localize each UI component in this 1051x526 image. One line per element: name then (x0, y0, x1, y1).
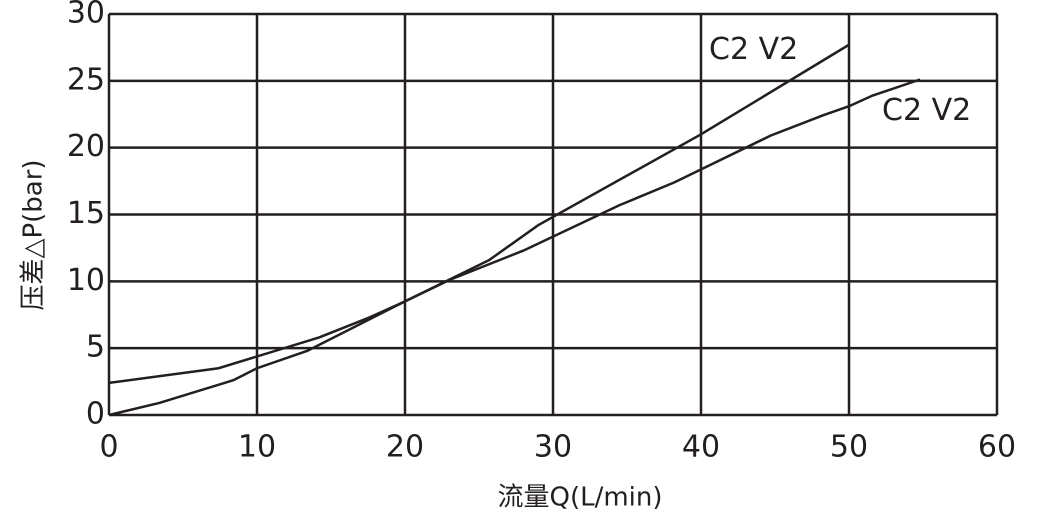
x-tick-label: 40 (682, 430, 720, 465)
y-tick-label: 20 (67, 129, 105, 164)
y-tick-label: 25 (67, 62, 105, 97)
y-axis-label: 压差△P(bar) (19, 159, 49, 310)
line (108, 78, 921, 385)
x-axis-label: 流量Q(L/min) (497, 483, 662, 513)
x-tick-label: 50 (830, 430, 868, 465)
x-tick-label: 20 (386, 430, 424, 465)
x-tick-label: 30 (534, 430, 572, 465)
y-tick-label: 5 (86, 330, 105, 365)
x-tick-label: 10 (238, 430, 276, 465)
y-tick-label: 10 (67, 263, 105, 298)
y-tick-label: 30 (67, 0, 105, 31)
series-label: C2 V2 (709, 32, 798, 67)
series-label: C2 V2 (882, 93, 971, 128)
y-tick-label: 0 (86, 397, 105, 432)
x-tick-label: 60 (978, 430, 1016, 465)
line (108, 43, 850, 417)
x-tick-label: 0 (99, 430, 118, 465)
y-tick-label: 15 (67, 196, 105, 231)
